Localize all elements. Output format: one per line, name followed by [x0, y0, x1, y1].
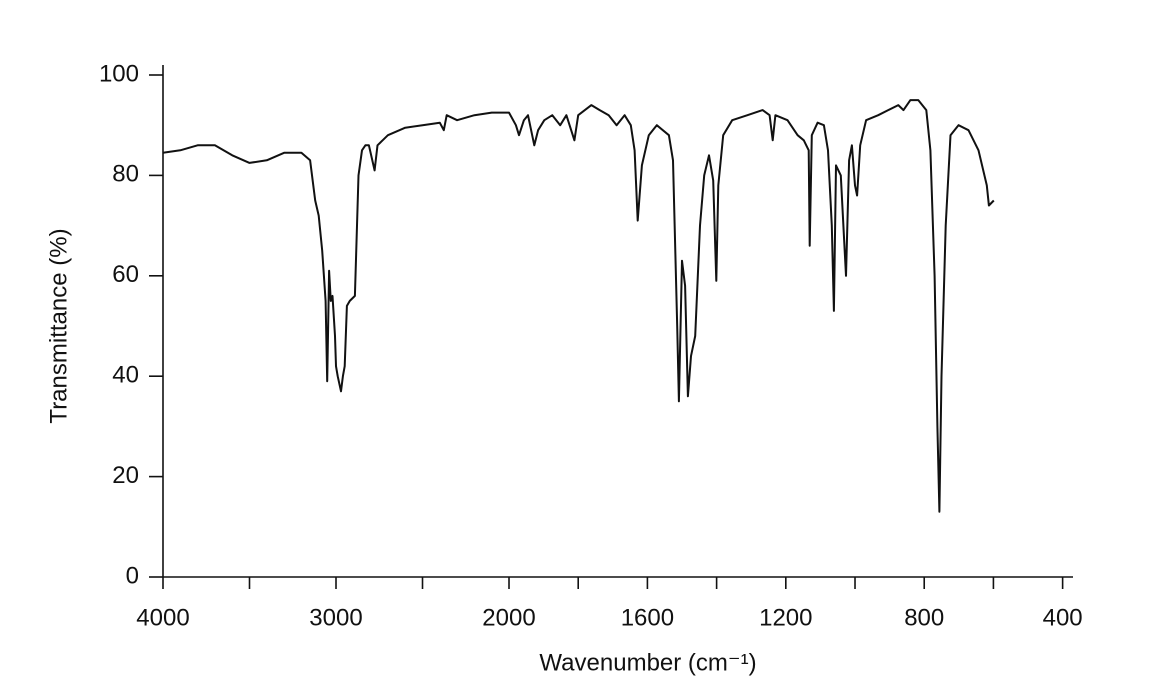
x-tick-label: 2000	[482, 604, 535, 631]
y-tick-label: 80	[112, 161, 139, 188]
spectrum-line	[162, 99, 995, 513]
y-tick-label: 20	[112, 462, 139, 489]
x-tick-label: 1200	[759, 604, 812, 631]
x-tick-label: 3000	[309, 604, 362, 631]
x-tick-label: 1600	[621, 604, 674, 631]
x-tick-label: 400	[1043, 604, 1083, 631]
y-axis-label: Transmittance (%)	[45, 228, 72, 423]
y-tick-label: 60	[112, 261, 139, 288]
x-tick-label: 4000	[136, 604, 189, 631]
y-tick-label: 40	[112, 362, 139, 389]
y-tick-label: 0	[126, 562, 139, 589]
y-tick-label: 100	[99, 60, 139, 87]
x-tick-label: 800	[904, 604, 944, 631]
x-axis-label: Wavenumber (cm⁻¹)	[539, 649, 756, 676]
